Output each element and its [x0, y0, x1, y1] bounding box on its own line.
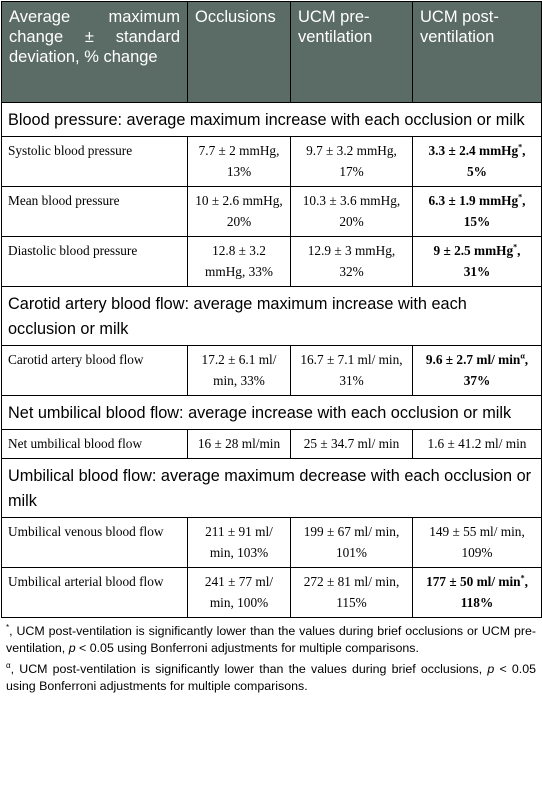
row-label: Diastolic blood pressure: [1, 236, 188, 287]
results-table-container: Average maximum change ± standard deviat…: [1, 1, 542, 699]
table-header-row: Average maximum change ± standard deviat…: [1, 1, 542, 103]
cell-ucm-post: 149 ± 55 ml/ min, 109%: [412, 517, 542, 568]
footnote-significance-occlusions: α, UCM post-ventilation is significantly…: [6, 661, 536, 694]
table-row: Carotid artery blood flow 17.2 ± 6.1 ml/…: [1, 345, 542, 396]
section-row: Blood pressure: average maximum increase…: [1, 102, 542, 137]
table-row: Umbilical arterial blood flow 241 ± 77 m…: [1, 567, 542, 618]
footnote-text: , UCM post-ventilation is significantly …: [6, 624, 536, 655]
row-label: Net umbilical blood flow: [1, 429, 188, 459]
table-row: Net umbilical blood flow 16 ± 28 ml/min …: [1, 429, 542, 459]
cell-ucm-post: 9 ± 2.5 mmHg*, 31%: [412, 236, 542, 287]
cell-ucm-post: 3.3 ± 2.4 mmHg*, 5%: [412, 136, 542, 187]
table-row: Mean blood pressure 10 ± 2.6 mmHg, 20% 1…: [1, 186, 542, 237]
table-row: Umbilical venous blood flow 211 ± 91 ml/…: [1, 517, 542, 568]
section-row: Carotid artery blood flow: average maxim…: [1, 286, 542, 346]
footnote-p-symbol: p: [487, 662, 495, 676]
table-footnotes: *, UCM post-ventilation is significantly…: [1, 618, 541, 694]
cell-ucm-post: 177 ± 50 ml/ min*, 118%: [412, 567, 542, 618]
section-title: Carotid artery blood flow: average maxim…: [1, 286, 542, 346]
cell-ucm-pre: 16.7 ± 7.1 ml/ min, 31%: [290, 345, 413, 396]
cell-occlusions: 17.2 ± 6.1 ml/ min, 33%: [187, 345, 291, 396]
row-label: Umbilical arterial blood flow: [1, 567, 188, 618]
footnote-significance-all: *, UCM post-ventilation is significantly…: [6, 623, 536, 656]
footnote-asterisk-mark: *: [6, 622, 10, 632]
cell-ucm-pre: 9.7 ± 3.2 mmHg, 17%: [290, 136, 413, 187]
section-title: Blood pressure: average maximum increase…: [1, 102, 542, 137]
section-title: Umbilical blood flow: average maximum de…: [1, 458, 542, 518]
cell-occlusions: 10 ± 2.6 mmHg, 20%: [187, 186, 291, 237]
cell-occlusions: 7.7 ± 2 mmHg, 13%: [187, 136, 291, 187]
cell-ucm-post: 6.3 ± 1.9 mmHg*, 15%: [412, 186, 542, 237]
cell-ucm-pre: 10.3 ± 3.6 mmHg, 20%: [290, 186, 413, 237]
cell-ucm-pre: 12.9 ± 3 mmHg, 32%: [290, 236, 413, 287]
cell-ucm-post: 1.6 ± 41.2 ml/ min: [412, 429, 542, 459]
cell-occlusions: 12.8 ± 3.2 mmHg, 33%: [187, 236, 291, 287]
cell-ucm-pre: 272 ± 81 ml/ min, 115%: [290, 567, 413, 618]
footnote-p-symbol: p: [68, 640, 76, 655]
header-ucm-pre: UCM pre-ventilation: [290, 1, 413, 103]
cell-occlusions: 241 ± 77 ml/ min, 100%: [187, 567, 291, 618]
table-row: Systolic blood pressure 7.7 ± 2 mmHg, 13…: [1, 136, 542, 187]
row-label: Systolic blood pressure: [1, 136, 188, 187]
row-label: Carotid artery blood flow: [1, 345, 188, 396]
cell-occlusions: 211 ± 91 ml/ min, 103%: [187, 517, 291, 568]
cell-ucm-post: 9.6 ± 2.7 ml/ minα, 37%: [412, 345, 542, 396]
row-label: Mean blood pressure: [1, 186, 188, 237]
table-row: Diastolic blood pressure 12.8 ± 3.2 mmHg…: [1, 236, 542, 287]
section-title: Net umbilical blood flow: average increa…: [1, 395, 542, 430]
header-measure: Average maximum change ± standard deviat…: [1, 1, 188, 103]
cell-ucm-pre: 199 ± 67 ml/ min, 101%: [290, 517, 413, 568]
results-table: Average maximum change ± standard deviat…: [1, 1, 542, 618]
cell-ucm-pre: 25 ± 34.7 ml/ min: [290, 429, 413, 459]
section-row: Net umbilical blood flow: average increa…: [1, 395, 542, 430]
footnote-alpha-mark: α: [6, 660, 11, 670]
footnote-text: , UCM post-ventilation is significantly …: [10, 662, 488, 676]
header-occlusions: Occlusions: [187, 1, 291, 103]
cell-occlusions: 16 ± 28 ml/min: [187, 429, 291, 459]
row-label: Umbilical venous blood flow: [1, 517, 188, 568]
footnote-text: < 0.05 using Bonferroni adjustments for …: [6, 662, 536, 693]
footnote-text: < 0.05 using Bonferroni adjustments for …: [75, 640, 419, 655]
section-row: Umbilical blood flow: average maximum de…: [1, 458, 542, 518]
header-ucm-post: UCM post-ventilation: [412, 1, 542, 103]
